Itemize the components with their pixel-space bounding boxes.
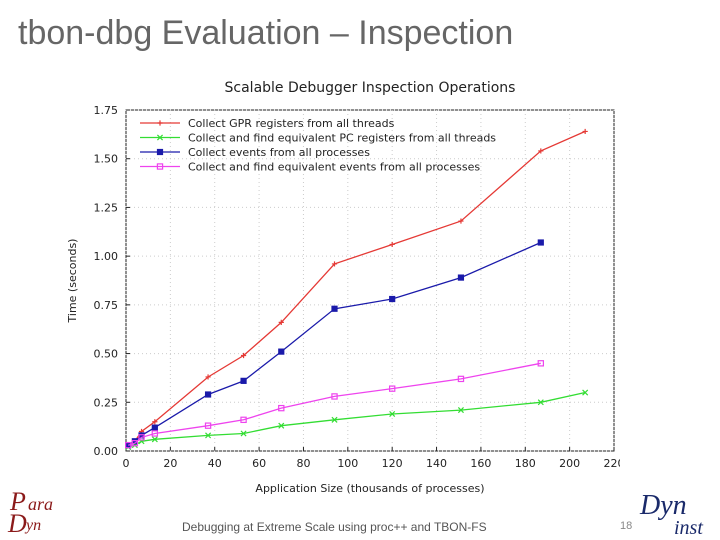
- data-point-series-1: [582, 128, 588, 135]
- y-tick-label: 0.75: [94, 299, 119, 312]
- chart-title: Scalable Debugger Inspection Operations: [225, 80, 516, 96]
- x-tick-label: 220: [604, 457, 621, 470]
- data-point-series-3: [204, 391, 212, 398]
- x-tick-label: 40: [208, 457, 222, 470]
- x-tick-label: 100: [337, 457, 358, 470]
- data-point-series-1: [205, 374, 211, 380]
- page-number: 18: [620, 520, 633, 532]
- x-tick-label: 180: [515, 457, 536, 470]
- data-point-series-4: [151, 430, 159, 437]
- data-point-series-3: [389, 295, 396, 303]
- y-tick-label: 0.50: [94, 348, 119, 361]
- data-point-series-3: [331, 305, 338, 312]
- data-point-series-3: [278, 348, 285, 355]
- data-point-series-3: [240, 377, 247, 384]
- line-chart: 0 20 40 60 80 100 120 140 160 180 200 220 0.00 0.25 0.…: [66, 80, 621, 495]
- data-point-series-1: [278, 319, 284, 325]
- x-tick-label: 120: [382, 457, 403, 470]
- data-point-series-1: [458, 218, 464, 224]
- data-point-series-1: [331, 261, 338, 267]
- legend-marker-4: [156, 163, 164, 170]
- data-point-series-4: [204, 422, 212, 429]
- data-point-series-2: [151, 436, 158, 443]
- y-tick-label: 0.00: [94, 445, 119, 458]
- data-point-series-4: [457, 375, 465, 383]
- data-point-series-2: [205, 432, 212, 439]
- data-point-series-3: [151, 424, 158, 431]
- data-point-series-4: [278, 404, 285, 412]
- data-point-series-1: [240, 352, 247, 359]
- legend-marker-1: [157, 120, 163, 126]
- data-point-series-4: [331, 393, 338, 400]
- x-axis-label: Application Size (thousands of processes…: [255, 482, 484, 495]
- data-point-series-2: [278, 422, 285, 429]
- data-point-series-1: [389, 241, 395, 248]
- data-point-series-2: [240, 430, 247, 437]
- data-point-series-4: [125, 441, 132, 449]
- data-point-series-4: [240, 416, 247, 424]
- svg-text:ara: ara: [28, 494, 53, 514]
- data-point-series-2: [331, 416, 338, 423]
- data-point-series-4: [138, 434, 145, 441]
- x-tick-label: 0: [123, 457, 130, 470]
- x-tick-label: 160: [470, 457, 491, 470]
- slide-title: tbon-dbg Evaluation – Inspection: [18, 14, 514, 52]
- svg-text:inst: inst: [674, 517, 703, 538]
- data-point-series-4: [131, 440, 139, 447]
- x-tick-label: 60: [252, 457, 266, 470]
- svg-text:Dyn: Dyn: [639, 490, 687, 521]
- data-point-series-1: [538, 148, 544, 154]
- x-tick-label: 20: [163, 457, 177, 470]
- x-tick-label: 80: [296, 457, 310, 470]
- legend-label-2: Collect and find equivalent PC registers…: [188, 132, 496, 145]
- data-point-series-2: [582, 389, 589, 396]
- x-tick-label: 200: [559, 457, 580, 470]
- legend-label-3: Collect events from all processes: [188, 146, 370, 159]
- legend-label-4: Collect and find equivalent events from …: [188, 161, 480, 174]
- legend-label-1: Collect GPR registers from all threads: [188, 117, 395, 130]
- data-point-series-3: [537, 239, 544, 246]
- data-point-series-2: [389, 410, 396, 418]
- legend-marker-2: [156, 134, 164, 141]
- paradyn-logo: P ara D yn: [7, 488, 53, 536]
- y-tick-label: 1.50: [94, 153, 119, 166]
- data-point-series-1: [152, 419, 158, 425]
- data-point-series-3: [457, 274, 465, 281]
- legend-marker-3: [156, 148, 164, 156]
- data-point-series-4: [388, 385, 396, 392]
- data-point-series-4: [537, 360, 545, 367]
- data-point-series-2: [537, 399, 544, 406]
- x-tick-label: 140: [426, 457, 447, 470]
- y-tick-label: 1.00: [94, 250, 119, 263]
- svg-text:D: D: [7, 509, 27, 536]
- data-point-series-2: [457, 407, 464, 414]
- footer-text: Debugging at Extreme Scale using proc++ …: [182, 520, 487, 534]
- svg-text:yn: yn: [24, 517, 41, 534]
- y-tick-label: 1.25: [94, 201, 119, 214]
- y-tick-label: 1.75: [94, 104, 119, 117]
- dyninst-logo: Dyn inst: [639, 490, 703, 538]
- y-axis-label: Time (seconds): [66, 239, 79, 324]
- svg-text:P: P: [9, 488, 26, 516]
- y-tick-label: 0.25: [94, 396, 119, 409]
